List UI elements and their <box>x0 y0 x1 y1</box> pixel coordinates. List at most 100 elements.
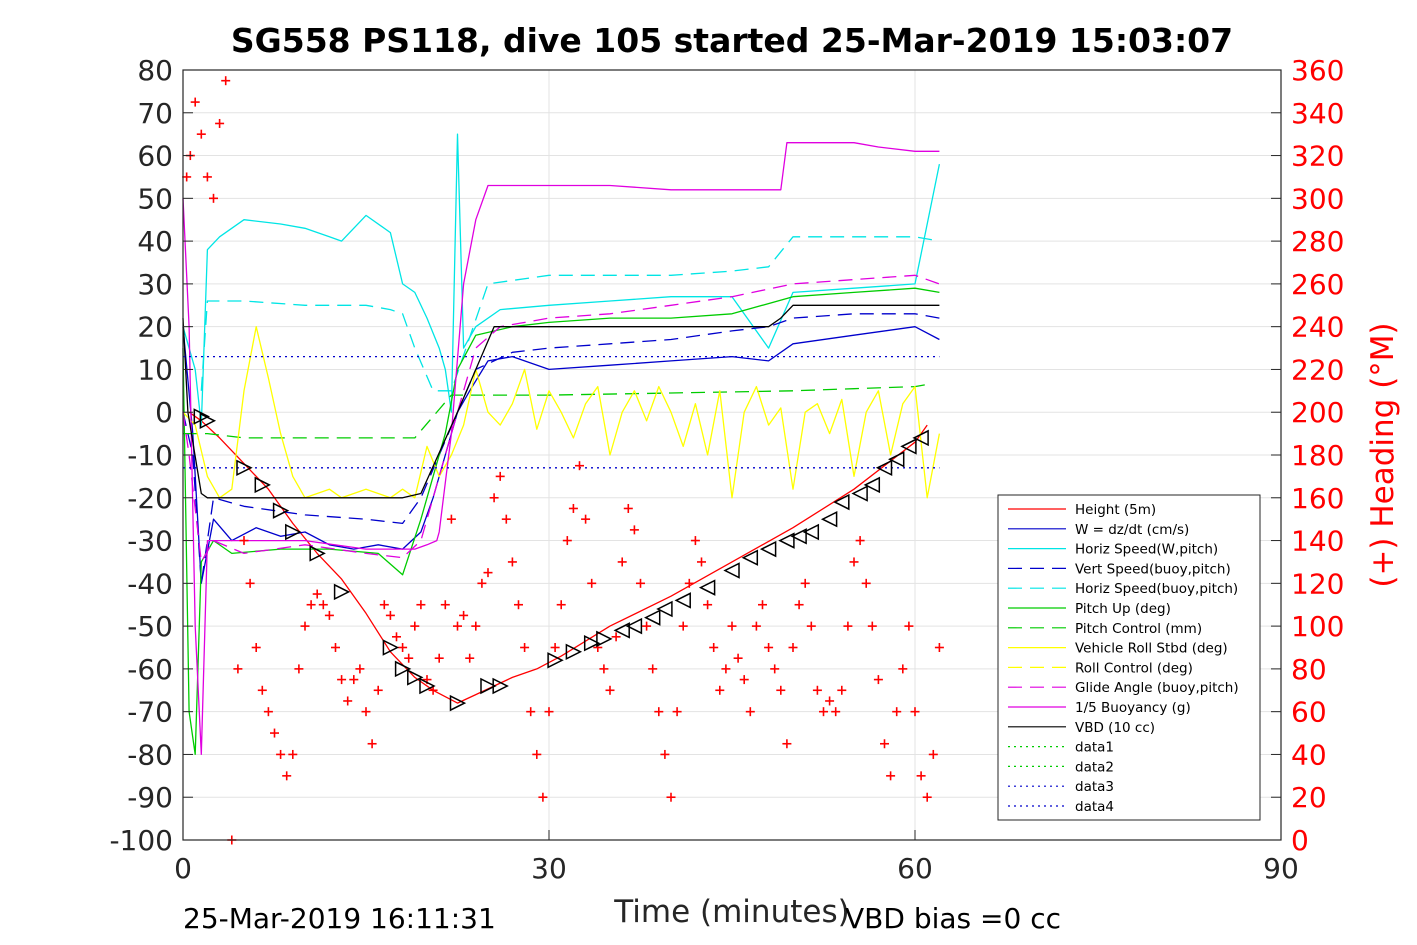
heading-point <box>880 739 889 749</box>
legend-item-vbd-10-cc: VBD (10 cc) <box>1008 720 1155 736</box>
height-marker <box>199 412 217 430</box>
heading-point <box>343 696 353 706</box>
heading-point <box>239 536 249 546</box>
heading-point <box>392 632 401 642</box>
legend: Height (5m) W = dz/dt (cm/s) Horiz Speed(W… <box>997 494 1261 821</box>
heading-point <box>794 600 804 610</box>
heading-point <box>544 707 554 717</box>
y-right-tick-label: 120 <box>1291 567 1344 600</box>
heading-point <box>483 568 493 578</box>
y-right-tick-label: 240 <box>1291 311 1344 344</box>
y-right-tick-label: 320 <box>1291 140 1344 173</box>
chart-title: SG558 PS118, dive 105 started 25-Mar-201… <box>231 21 1233 60</box>
heading-point <box>892 707 902 717</box>
footer-vbd-bias: VBD bias =0 cc <box>845 902 1061 935</box>
heading-point <box>477 578 487 588</box>
legend-label: 1/5 Buoyancy (g) <box>1075 700 1191 716</box>
series-line-pitch-control-mm <box>183 383 928 439</box>
heading-point <box>690 536 700 546</box>
x-tick-label: 0 <box>174 852 192 885</box>
height-marker <box>565 643 583 661</box>
heading-point <box>916 771 926 781</box>
legend-item-pitch-control-mm: Pitch Control (mm) <box>1008 621 1202 637</box>
heading-point <box>385 610 395 620</box>
y-tick-label: -70 <box>127 696 173 729</box>
heading-point <box>660 749 670 759</box>
heading-point <box>440 600 450 610</box>
x-tick-label: 60 <box>897 852 933 885</box>
heading-point <box>684 578 694 588</box>
legend-item-data3: data3 <box>1008 779 1114 795</box>
heading-point <box>233 664 243 674</box>
heading-point <box>373 685 383 695</box>
y-tick-label: 70 <box>137 97 173 130</box>
height-marker <box>333 583 351 601</box>
heading-point <box>910 707 920 717</box>
heading-point <box>398 643 408 652</box>
heading-point <box>196 129 206 139</box>
heading-point <box>318 600 328 610</box>
ticks <box>182 69 1282 841</box>
y-right-tick-label: 140 <box>1291 525 1344 558</box>
height-marker <box>644 609 661 626</box>
heading-point <box>575 461 584 471</box>
height-marker <box>820 510 838 528</box>
height-marker <box>193 408 210 425</box>
legend-label: Pitch Up (deg) <box>1075 601 1171 617</box>
y-right-tick-label: 200 <box>1291 396 1344 429</box>
heading-point <box>904 621 914 631</box>
heading-point <box>886 771 896 781</box>
y-tick-label: 10 <box>137 353 173 386</box>
y-right-tick-label: 300 <box>1291 182 1344 215</box>
y-right-tick-label: 80 <box>1291 653 1327 686</box>
heading-point <box>672 707 682 717</box>
legend-label: Glide Angle (buoy,pitch) <box>1075 680 1239 696</box>
y-right-tick-label: 40 <box>1291 738 1327 771</box>
y-right-tick-label: 340 <box>1291 97 1344 130</box>
heading-point <box>434 653 444 663</box>
heading-point <box>776 685 786 695</box>
height-marker <box>449 694 467 712</box>
heading-point <box>276 749 286 759</box>
y-right-tick-label: 280 <box>1291 225 1344 258</box>
heading-point <box>599 664 609 674</box>
heading-point <box>678 621 688 631</box>
heading-point <box>782 739 792 749</box>
series-line-horiz-speed-buoy-pitch <box>200 236 940 392</box>
heading-point <box>727 621 737 631</box>
heading-point <box>568 503 578 513</box>
legend-label: W = dz/dt (cm/s) <box>1075 522 1189 538</box>
height-marker <box>778 532 795 549</box>
legend-label: Vehicle Roll Stbd (deg) <box>1075 641 1228 657</box>
height-marker <box>309 545 326 562</box>
y-tick-label: 50 <box>137 182 173 215</box>
heading-point <box>556 600 566 610</box>
heading-point <box>312 589 322 599</box>
y-tick-label: -50 <box>127 610 173 643</box>
heading-point <box>654 707 664 717</box>
y-tick-label: -60 <box>127 653 173 686</box>
height-marker <box>912 429 929 447</box>
heading-point <box>709 643 719 652</box>
heading-point <box>416 600 426 610</box>
heading-point <box>520 643 530 652</box>
y-right-tick-label: 360 <box>1291 54 1344 87</box>
y-right-tick-label: 260 <box>1291 268 1344 301</box>
heading-point <box>831 707 841 717</box>
x-tick-label: 90 <box>1263 852 1299 885</box>
height-marker <box>419 677 436 695</box>
heading-point <box>715 685 725 695</box>
legend-label: data3 <box>1075 779 1114 795</box>
y-right-tick-labels: 3603403203002802602402202001801601401201… <box>1291 54 1344 857</box>
legend-item-horiz-speed-buoy-pitch: Horiz Speed(buoy,pitch) <box>1008 581 1238 597</box>
heading-point <box>471 621 481 631</box>
heading-point <box>300 621 310 631</box>
heading-point <box>190 97 200 107</box>
y-right-tick-label: 180 <box>1291 439 1344 472</box>
heading-point <box>294 664 304 674</box>
heading-point <box>648 664 658 674</box>
height-marker <box>382 639 400 656</box>
heading-point <box>922 792 932 802</box>
heading-point <box>745 707 755 717</box>
